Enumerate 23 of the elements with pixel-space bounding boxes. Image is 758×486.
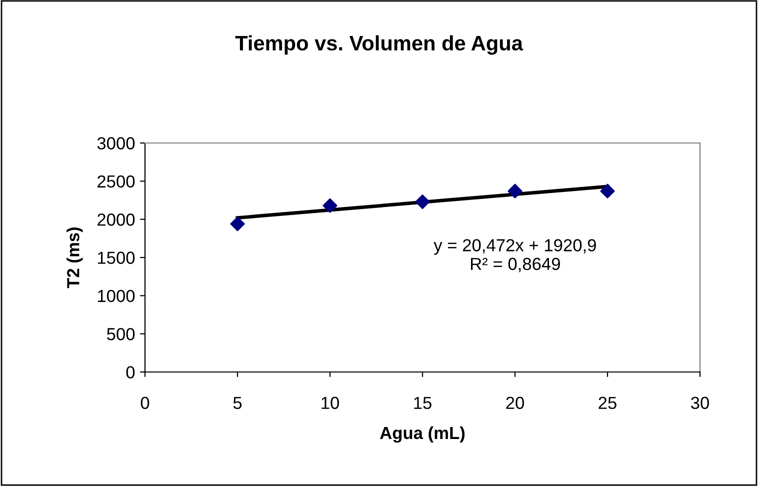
x-axis-title: Agua (mL): [380, 426, 465, 443]
x-tick-label: 15: [414, 396, 432, 410]
x-tick-label: 10: [322, 396, 339, 410]
point: [322, 198, 338, 213]
x-tick-label: 20: [506, 396, 524, 410]
y-axis-title: T2 (ms): [66, 227, 83, 288]
point: [600, 184, 615, 198]
point: [508, 184, 522, 198]
x-tick-label: 0: [140, 396, 150, 410]
x-tick-label: 30: [691, 396, 709, 410]
point: [415, 194, 430, 210]
y-tick-label: 500: [107, 328, 135, 340]
x-tick-label: 25: [598, 396, 616, 410]
y-tick-label: 1500: [98, 252, 135, 264]
y-tick-label: 2000: [98, 214, 135, 226]
point: [230, 216, 245, 232]
y-tick-label: 2500: [98, 175, 135, 188]
y-tick-label: 1000: [98, 290, 135, 302]
annotation: y = 20,472x + 1920,9 R² = 0,8649: [434, 239, 596, 272]
y-tick-label: 3000: [97, 137, 135, 150]
x-tick-label: 5: [233, 396, 242, 410]
chart-title: Tiempo vs. Volumen de Agua: [235, 35, 524, 55]
y-tick-label: 0: [126, 366, 135, 378]
